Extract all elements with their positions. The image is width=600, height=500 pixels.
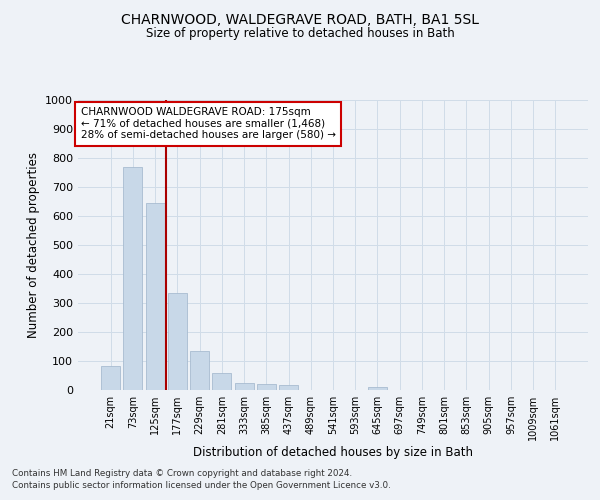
X-axis label: Distribution of detached houses by size in Bath: Distribution of detached houses by size … — [193, 446, 473, 458]
Bar — [146, 203, 164, 390]
Bar — [190, 352, 209, 390]
Bar — [168, 294, 187, 390]
Bar — [235, 383, 254, 390]
Bar — [368, 387, 387, 390]
Bar — [257, 384, 276, 390]
Y-axis label: Number of detached properties: Number of detached properties — [26, 152, 40, 338]
Text: CHARNWOOD, WALDEGRAVE ROAD, BATH, BA1 5SL: CHARNWOOD, WALDEGRAVE ROAD, BATH, BA1 5S… — [121, 12, 479, 26]
Text: CHARNWOOD WALDEGRAVE ROAD: 175sqm
← 71% of detached houses are smaller (1,468)
2: CHARNWOOD WALDEGRAVE ROAD: 175sqm ← 71% … — [80, 108, 335, 140]
Bar — [212, 372, 231, 390]
Bar — [124, 166, 142, 390]
Bar — [101, 366, 120, 390]
Bar — [279, 386, 298, 390]
Text: Contains HM Land Registry data © Crown copyright and database right 2024.: Contains HM Land Registry data © Crown c… — [12, 468, 352, 477]
Text: Contains public sector information licensed under the Open Government Licence v3: Contains public sector information licen… — [12, 481, 391, 490]
Text: Size of property relative to detached houses in Bath: Size of property relative to detached ho… — [146, 28, 454, 40]
